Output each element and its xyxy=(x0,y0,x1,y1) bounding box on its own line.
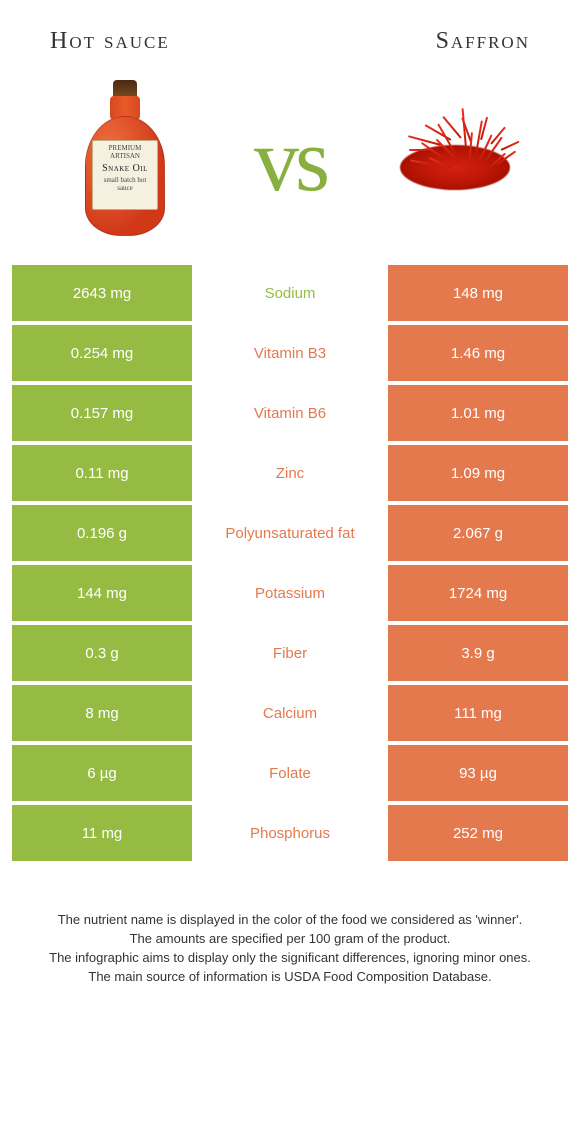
nutrient-name-cell: Vitamin B6 xyxy=(192,385,388,441)
left-value-cell: 0.11 mg xyxy=(12,445,192,501)
left-product-image: PREMIUM ARTISAN Snake Oil small batch ho… xyxy=(50,75,200,245)
nutrient-name-cell: Calcium xyxy=(192,685,388,741)
right-value-cell: 148 mg xyxy=(388,265,568,321)
comparison-table: 2643 mgSodium148 mg0.254 mgVitamin B31.4… xyxy=(12,265,568,861)
nutrient-name-cell: Vitamin B3 xyxy=(192,325,388,381)
right-product-title: Saffron xyxy=(436,28,530,55)
right-value-cell: 3.9 g xyxy=(388,625,568,681)
footnotes: The nutrient name is displayed in the co… xyxy=(26,911,554,986)
left-value-cell: 0.254 mg xyxy=(12,325,192,381)
left-value-cell: 0.196 g xyxy=(12,505,192,561)
right-value-cell: 1.01 mg xyxy=(388,385,568,441)
table-row: 0.3 gFiber3.9 g xyxy=(12,625,568,681)
table-row: 144 mgPotassium1724 mg xyxy=(12,565,568,621)
left-value-cell: 11 mg xyxy=(12,805,192,861)
footnote-line: The infographic aims to display only the… xyxy=(26,949,554,968)
left-value-cell: 0.3 g xyxy=(12,625,192,681)
right-value-cell: 1724 mg xyxy=(388,565,568,621)
table-row: 6 µgFolate93 µg xyxy=(12,745,568,801)
right-value-cell: 1.46 mg xyxy=(388,325,568,381)
right-value-cell: 252 mg xyxy=(388,805,568,861)
nutrient-name-cell: Zinc xyxy=(192,445,388,501)
left-value-cell: 0.157 mg xyxy=(12,385,192,441)
nutrient-name-cell: Fiber xyxy=(192,625,388,681)
nutrient-name-cell: Phosphorus xyxy=(192,805,388,861)
table-row: 11 mgPhosphorus252 mg xyxy=(12,805,568,861)
table-row: 0.254 mgVitamin B31.46 mg xyxy=(12,325,568,381)
table-row: 0.11 mgZinc1.09 mg xyxy=(12,445,568,501)
images-row: PREMIUM ARTISAN Snake Oil small batch ho… xyxy=(0,65,580,265)
right-value-cell: 111 mg xyxy=(388,685,568,741)
table-row: 0.157 mgVitamin B61.01 mg xyxy=(12,385,568,441)
left-product-title: Hot sauce xyxy=(50,28,170,55)
footnote-line: The amounts are specified per 100 gram o… xyxy=(26,930,554,949)
right-value-cell: 1.09 mg xyxy=(388,445,568,501)
right-value-cell: 93 µg xyxy=(388,745,568,801)
left-value-cell: 8 mg xyxy=(12,685,192,741)
table-row: 2643 mgSodium148 mg xyxy=(12,265,568,321)
bottle-label-line: PREMIUM ARTISAN xyxy=(95,145,155,160)
right-product-image xyxy=(380,75,530,245)
table-row: 8 mgCalcium111 mg xyxy=(12,685,568,741)
bottle-label-line: small batch hot sauce xyxy=(95,177,155,192)
left-value-cell: 6 µg xyxy=(12,745,192,801)
vs-label: vs xyxy=(254,109,326,212)
left-value-cell: 2643 mg xyxy=(12,265,192,321)
table-row: 0.196 gPolyunsaturated fat2.067 g xyxy=(12,505,568,561)
bottle-label-brand: Snake Oil xyxy=(95,163,155,174)
left-value-cell: 144 mg xyxy=(12,565,192,621)
nutrient-name-cell: Sodium xyxy=(192,265,388,321)
footnote-line: The nutrient name is displayed in the co… xyxy=(26,911,554,930)
nutrient-name-cell: Potassium xyxy=(192,565,388,621)
right-value-cell: 2.067 g xyxy=(388,505,568,561)
header: Hot sauce Saffron xyxy=(0,0,580,65)
hot-sauce-bottle-icon: PREMIUM ARTISAN Snake Oil small batch ho… xyxy=(80,80,170,240)
nutrient-name-cell: Folate xyxy=(192,745,388,801)
saffron-pile-icon xyxy=(380,110,530,210)
footnote-line: The main source of information is USDA F… xyxy=(26,968,554,987)
nutrient-name-cell: Polyunsaturated fat xyxy=(192,505,388,561)
